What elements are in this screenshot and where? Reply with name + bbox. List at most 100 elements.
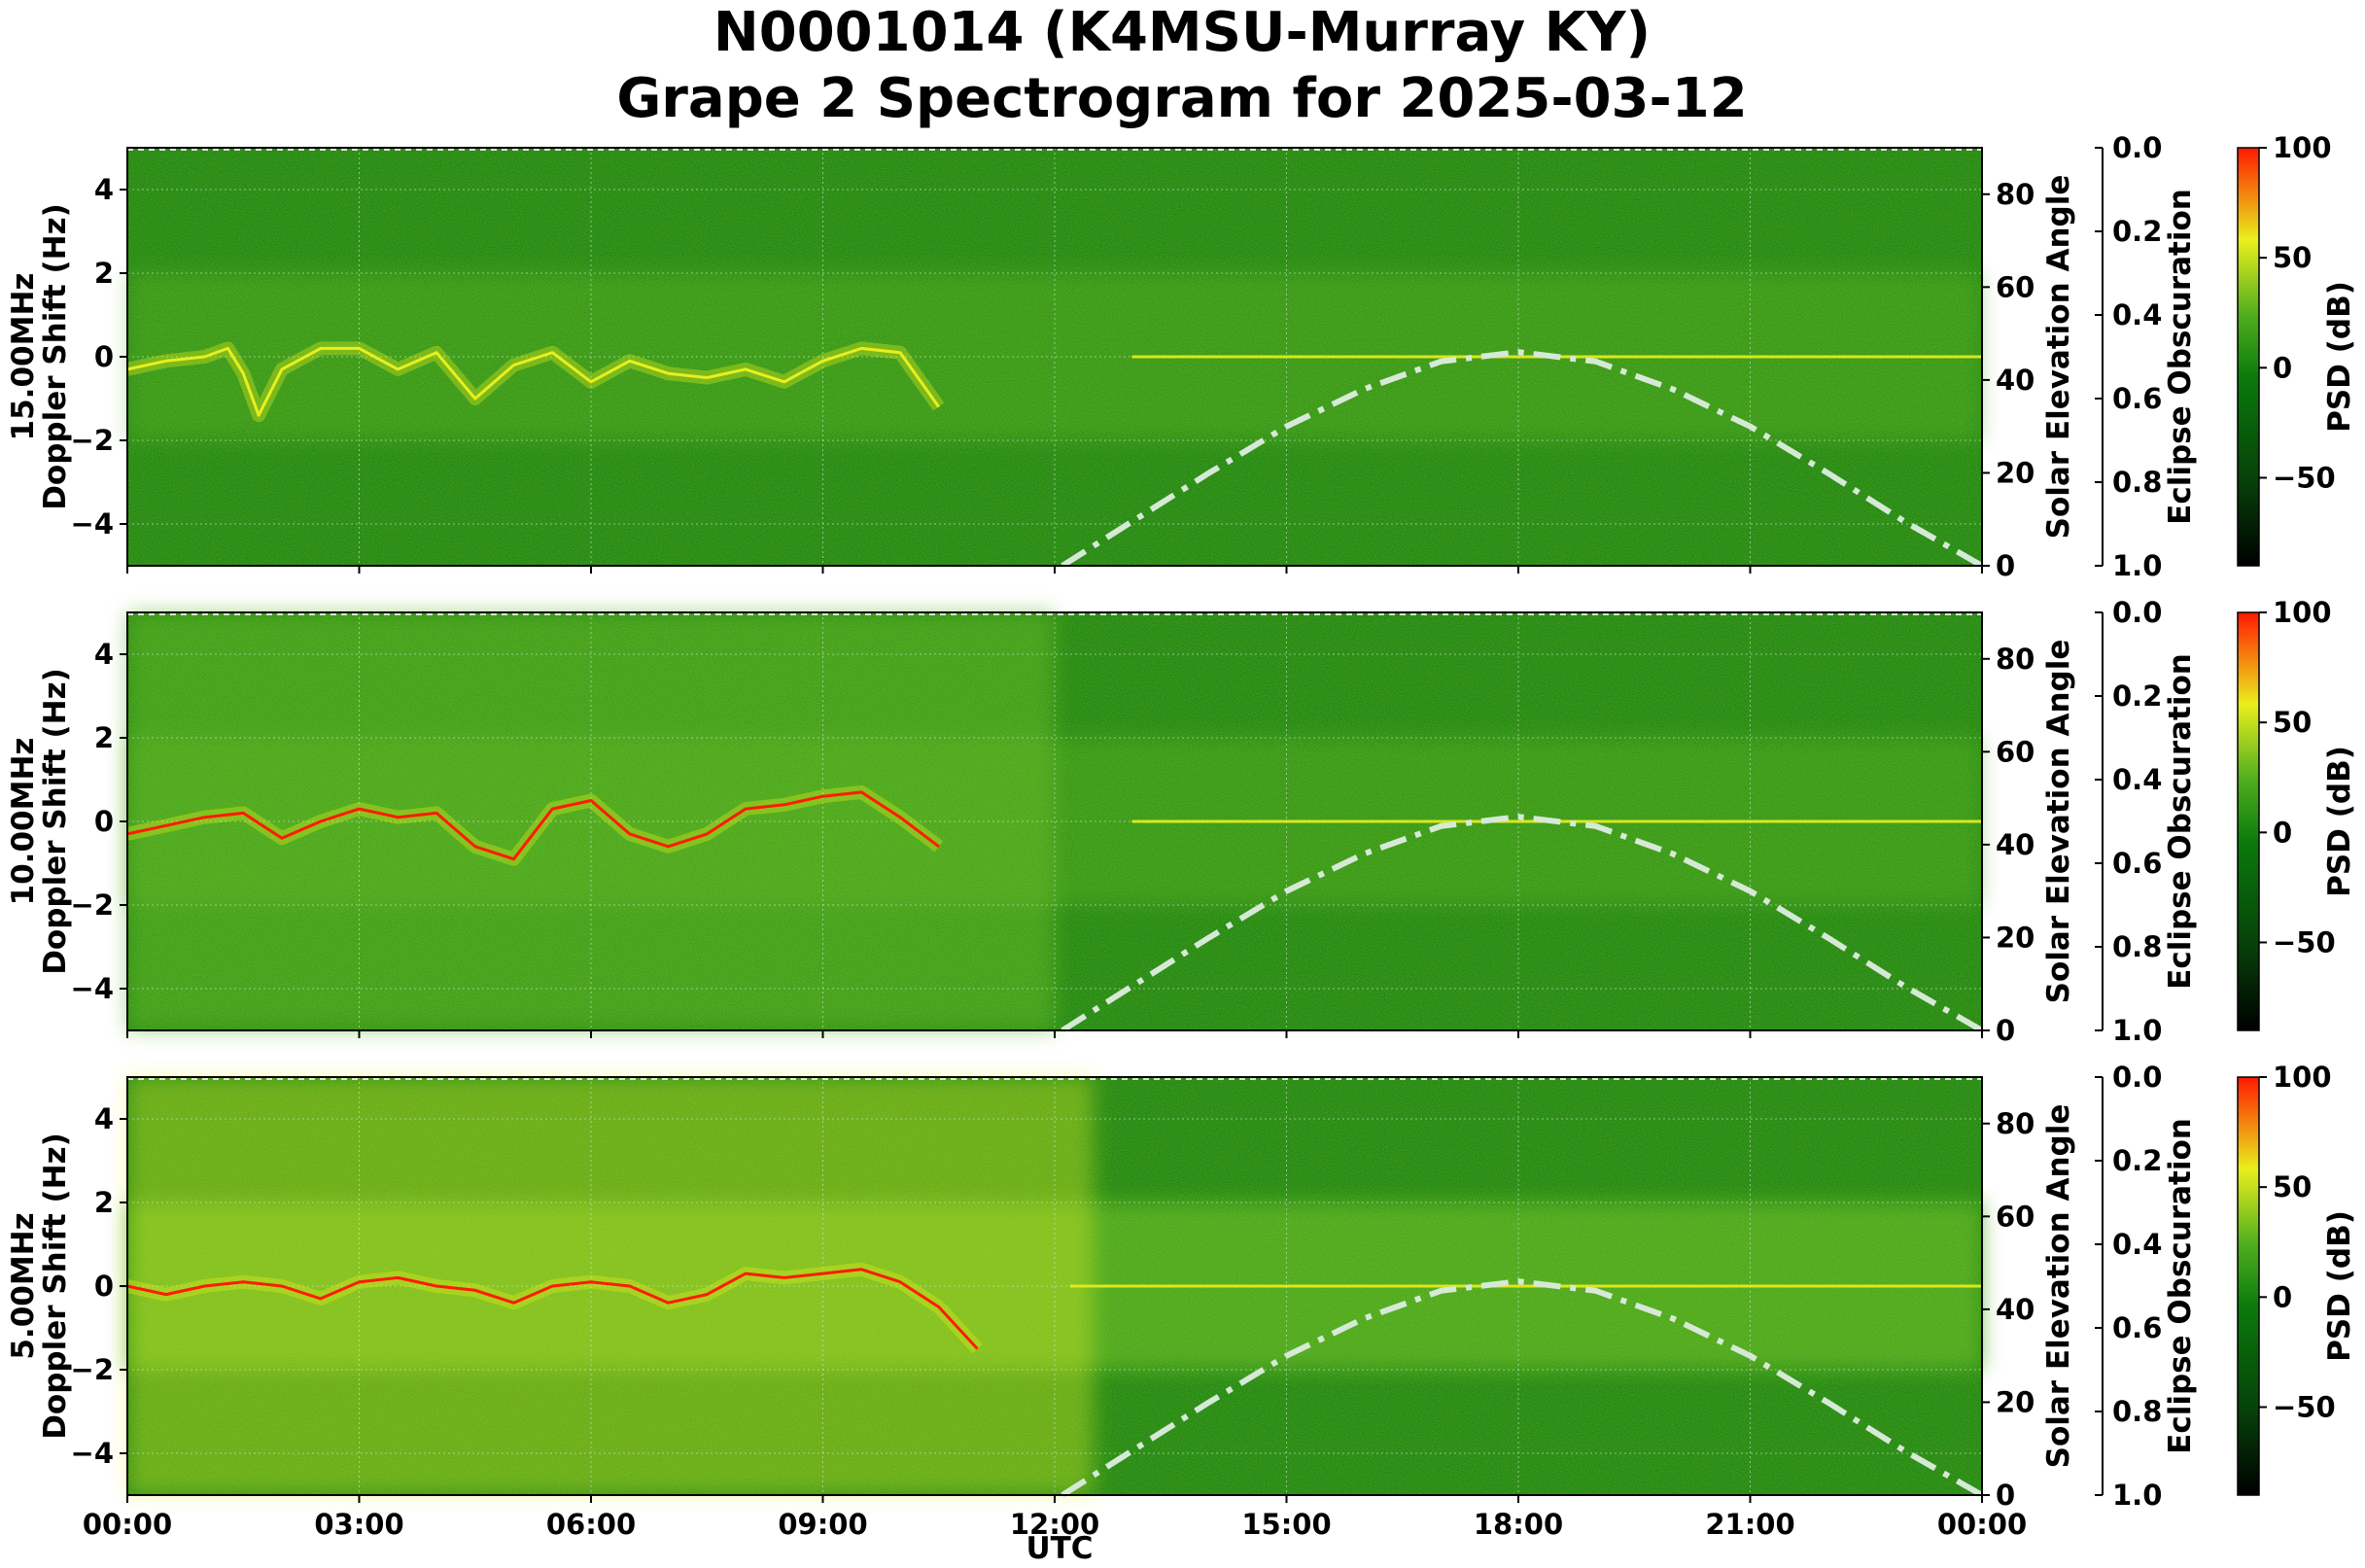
y-tick-label: 4 [94, 638, 114, 671]
x-tick-label: 00:00 [1937, 1508, 2027, 1541]
obscuration-tick-label: 1.0 [2112, 1479, 2162, 1512]
panel-frequency-label: 15.00MHz [6, 273, 41, 441]
panel-frequency-label: 10.00MHz [6, 738, 41, 906]
obscuration-tick-label: 0.8 [2112, 930, 2162, 963]
colorbar-tick-label: −50 [2273, 925, 2336, 958]
colorbar-tick-label: −50 [2273, 461, 2336, 494]
elevation-tick-label: 60 [1996, 735, 2035, 768]
x-tick-label: 09:00 [778, 1508, 867, 1541]
obscuration-tick-label: 0.8 [2112, 466, 2162, 499]
doppler-trace [126, 346, 941, 417]
x-tick-label: 06:00 [546, 1508, 636, 1541]
obscuration-tick-label: 0.4 [2112, 298, 2162, 331]
colorbar-tick-label: 50 [2273, 1170, 2312, 1203]
panel-frequency-label: 5.00MHz [6, 1212, 41, 1359]
obscuration-tick-label: 0.0 [2112, 131, 2162, 164]
colorbar-label: PSD (dB) [2322, 281, 2357, 433]
y-tick-label: 0 [94, 340, 114, 373]
obscuration-tick-label: 0.2 [2112, 679, 2162, 713]
y-tick-label: 0 [94, 1270, 114, 1303]
obscuration-axis-label: Eclipse Obscuration [2163, 653, 2198, 990]
solar-elevation-curve [1061, 814, 1984, 1033]
obscuration-tick-label: 0.8 [2112, 1395, 2162, 1428]
elevation-axis-label: Solar Elevation Angle [2041, 1104, 2076, 1469]
elevation-tick-label: 20 [1996, 456, 2035, 489]
elevation-tick-label: 80 [1996, 178, 2035, 211]
colorbar-tick-label: 100 [2273, 596, 2332, 629]
y-tick-label: 4 [94, 173, 114, 206]
y-axis-label: Doppler Shift (Hz) [38, 1132, 73, 1440]
elevation-tick-label: 80 [1996, 1107, 2035, 1140]
y-tick-label: 0 [94, 805, 114, 838]
doppler-trace [126, 1268, 979, 1350]
obscuration-tick-label: 1.0 [2112, 1014, 2162, 1047]
colorbar-tick-label: 50 [2273, 241, 2312, 274]
y-tick-label: −4 [71, 1437, 114, 1470]
x-tick-label: 03:00 [314, 1508, 403, 1541]
obscuration-tick-label: 0.0 [2112, 1061, 2162, 1094]
doppler-trace [126, 790, 940, 861]
obscuration-tick-label: 1.0 [2112, 549, 2162, 582]
elevation-tick-label: 80 [1996, 643, 2035, 676]
y-tick-label: −2 [71, 889, 114, 922]
obscuration-axis-label: Eclipse Obscuration [2163, 189, 2198, 525]
y-tick-label: 2 [94, 257, 114, 290]
elevation-tick-label: 60 [1996, 1200, 2035, 1233]
elevation-axis-label: Solar Elevation Angle [2041, 640, 2076, 1004]
y-tick-label: −2 [71, 1353, 114, 1386]
y-tick-label: −4 [71, 507, 114, 540]
obscuration-tick-label: 0.4 [2112, 763, 2162, 796]
obscuration-tick-label: 0.2 [2112, 215, 2162, 248]
colorbar-tick-label: 0 [2273, 816, 2292, 849]
y-tick-label: −2 [71, 424, 114, 457]
obscuration-tick-label: 0.6 [2112, 382, 2162, 415]
elevation-tick-label: 40 [1996, 364, 2035, 397]
elevation-axis-label: Solar Elevation Angle [2041, 175, 2076, 540]
obscuration-tick-label: 0.6 [2112, 847, 2162, 880]
colorbar-tick-label: −50 [2273, 1390, 2336, 1423]
colorbar-tick-label: 0 [2273, 1280, 2292, 1313]
x-tick-label: 12:00 [1010, 1508, 1099, 1541]
x-tick-label: 00:00 [83, 1508, 172, 1541]
x-tick-label: 15:00 [1241, 1508, 1331, 1541]
colorbar-label: PSD (dB) [2322, 746, 2357, 897]
colorbar-tick-label: 100 [2273, 131, 2332, 164]
obscuration-axis-label: Eclipse Obscuration [2163, 1118, 2198, 1454]
obscuration-tick-label: 0.6 [2112, 1311, 2162, 1344]
elevation-tick-label: 60 [1996, 270, 2035, 303]
obscuration-tick-label: 0.4 [2112, 1228, 2162, 1261]
y-tick-label: −4 [71, 972, 114, 1005]
y-tick-label: 4 [94, 1102, 114, 1135]
y-axis-label: Doppler Shift (Hz) [38, 668, 73, 975]
solar-elevation-curve [1061, 349, 1984, 569]
elevation-tick-label: 20 [1996, 1385, 2035, 1418]
y-tick-label: 2 [94, 1186, 114, 1219]
x-tick-label: 21:00 [1705, 1508, 1794, 1541]
colorbar-tick-label: 0 [2273, 351, 2292, 384]
colorbar [2237, 611, 2260, 1031]
solar-elevation-curve [1061, 1278, 1984, 1498]
elevation-tick-label: 40 [1996, 1293, 2035, 1326]
obscuration-tick-label: 0.0 [2112, 596, 2162, 629]
x-axis-label: UTC [1026, 1531, 1093, 1566]
elevation-tick-label: 0 [1996, 549, 2015, 582]
colorbar-tick-label: 100 [2273, 1061, 2332, 1094]
x-tick-label: 18:00 [1474, 1508, 1563, 1541]
colorbar-tick-label: 50 [2273, 706, 2312, 739]
colorbar [2237, 1076, 2260, 1496]
figure-title-line2: Grape 2 Spectrogram for 2025-03-12 [616, 67, 1747, 130]
colorbar [2237, 147, 2260, 567]
y-axis-label: Doppler Shift (Hz) [38, 203, 73, 510]
elevation-tick-label: 0 [1996, 1479, 2015, 1512]
figure-title-line1: N0001014 (K4MSU-Murray KY) [713, 1, 1651, 64]
colorbar-label: PSD (dB) [2322, 1210, 2357, 1362]
y-tick-label: 2 [94, 721, 114, 754]
elevation-tick-label: 40 [1996, 828, 2035, 861]
obscuration-tick-label: 0.2 [2112, 1144, 2162, 1177]
elevation-tick-label: 0 [1996, 1014, 2015, 1047]
elevation-tick-label: 20 [1996, 921, 2035, 954]
